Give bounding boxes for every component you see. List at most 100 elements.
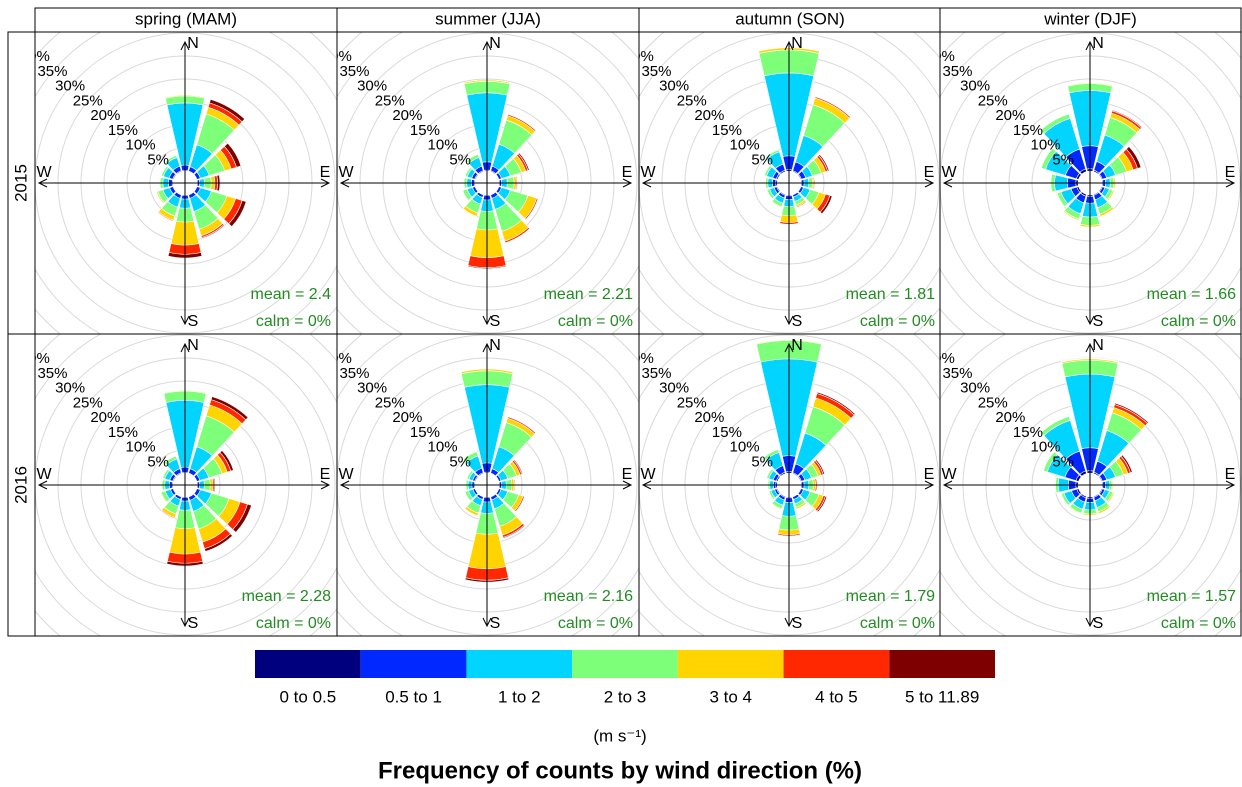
ring-label: 10%	[126, 137, 156, 154]
wind-sector	[1100, 208, 1115, 217]
wind-sector	[1040, 113, 1069, 131]
wind-sector	[467, 265, 507, 269]
wind-sector	[232, 503, 252, 533]
ring-label: 25%	[73, 92, 103, 109]
calm-label: calm = 0%	[1161, 615, 1236, 632]
compass-label: E	[320, 466, 331, 483]
wind-sector	[201, 224, 225, 239]
legend-swatch	[360, 650, 467, 678]
compass-label: E	[1225, 164, 1236, 181]
wind-sector	[1111, 109, 1143, 129]
wind-sector	[1108, 190, 1115, 201]
row-strip	[7, 333, 36, 637]
ring-label: 30%	[659, 380, 689, 397]
ring-label: 5%	[147, 151, 169, 168]
ring-label: 5%	[1052, 151, 1074, 168]
wind-sector	[813, 177, 816, 189]
wind-sector	[507, 114, 537, 131]
compass-label: E	[1225, 466, 1236, 483]
wind-sector	[777, 534, 801, 537]
wind-sector	[223, 142, 242, 168]
wind-sector	[516, 176, 518, 190]
wind-sector	[159, 177, 161, 189]
wind-sector	[763, 449, 779, 458]
ring-label: 30%	[960, 380, 990, 397]
compass-label: S	[188, 615, 199, 632]
ring-label: 35%	[942, 63, 972, 80]
wind-sector	[163, 389, 207, 393]
compass-label: S	[792, 615, 803, 632]
mean-label: mean = 2.16	[544, 588, 634, 605]
compass-label: E	[924, 466, 935, 483]
wind-sector	[1040, 147, 1053, 169]
ring-label: 20%	[694, 409, 724, 426]
grid-ring	[35, 32, 336, 334]
axis-arrow	[37, 342, 331, 628]
grid-ring	[639, 32, 940, 334]
column-strip	[939, 7, 1242, 33]
wind-sector	[462, 208, 477, 217]
ring-label: 20%	[392, 107, 422, 124]
ring-label: 10%	[1031, 439, 1061, 456]
ring-label: 15%	[1013, 122, 1043, 139]
wind-sector	[819, 195, 833, 215]
wind-sector	[1108, 492, 1115, 503]
mean-label: mean = 1.66	[1147, 286, 1237, 303]
compass-label: W	[36, 466, 52, 483]
mean-label: mean = 1.57	[1147, 588, 1237, 605]
compass-label: E	[924, 164, 935, 181]
wind-sector	[796, 503, 807, 510]
ring-label: 40%	[20, 48, 50, 65]
legend-swatch	[466, 650, 573, 678]
wind-sector	[462, 451, 477, 460]
calm-label: calm = 0%	[558, 615, 633, 632]
wind-sector	[210, 396, 249, 421]
ring-label: 25%	[978, 394, 1008, 411]
wind-sector	[1060, 493, 1068, 506]
ring-label: 15%	[108, 424, 138, 441]
mean-label: mean = 2.21	[544, 286, 634, 303]
ring-label: 15%	[410, 424, 440, 441]
row-label: 2015	[11, 164, 30, 202]
wind-sector	[464, 508, 478, 517]
ring-label: 35%	[339, 365, 369, 382]
wind-sector	[209, 99, 246, 123]
column-strip	[638, 7, 942, 33]
wind-sector	[514, 478, 516, 492]
compass-label: W	[36, 164, 52, 181]
calm-label: calm = 0%	[1161, 313, 1236, 330]
axis-arrow	[641, 342, 935, 628]
ring-label: 25%	[677, 394, 707, 411]
wind-sector	[764, 165, 771, 176]
wind-sector	[814, 459, 826, 475]
compass-label: S	[490, 313, 501, 330]
ring-label: 25%	[375, 394, 405, 411]
wind-sector	[1098, 507, 1111, 515]
compass-label: N	[489, 337, 501, 354]
ring-label: 40%	[624, 350, 654, 367]
wind-sector	[513, 459, 524, 475]
legend-swatch	[889, 650, 995, 678]
compass-label: W	[640, 164, 656, 181]
ring-label: 20%	[90, 107, 120, 124]
wind-sector	[165, 154, 177, 163]
wind-sector	[766, 189, 773, 200]
ring-label: 20%	[90, 409, 120, 426]
compass-label: W	[338, 164, 354, 181]
wind-sector	[818, 153, 830, 172]
ring-label: 15%	[410, 122, 440, 139]
wind-sector	[160, 510, 175, 519]
wind-sector	[466, 470, 472, 479]
wind-sector	[164, 455, 177, 463]
wind-sector	[1114, 177, 1117, 189]
legend-swatch	[677, 650, 784, 678]
legend-label: 0 to 0.5	[279, 687, 336, 706]
compass-label: S	[792, 313, 803, 330]
wind-sector	[1040, 416, 1070, 433]
wind-sector	[816, 495, 828, 513]
ring-label: 40%	[322, 48, 352, 65]
wind-sector	[765, 177, 767, 189]
compass-label: N	[187, 337, 199, 354]
